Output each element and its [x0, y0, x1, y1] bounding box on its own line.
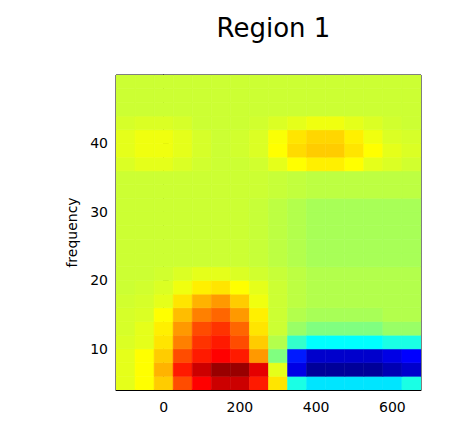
svg-text:10: 10	[90, 341, 108, 357]
svg-text:0: 0	[159, 399, 168, 415]
svg-text:30: 30	[90, 204, 108, 220]
svg-text:400: 400	[303, 399, 330, 415]
svg-text:frequency: frequency	[64, 197, 80, 267]
svg-text:20: 20	[90, 272, 108, 288]
svg-text:600: 600	[379, 399, 406, 415]
svg-text:Region 1: Region 1	[217, 13, 331, 43]
svg-text:40: 40	[90, 135, 108, 151]
svg-text:200: 200	[227, 399, 254, 415]
